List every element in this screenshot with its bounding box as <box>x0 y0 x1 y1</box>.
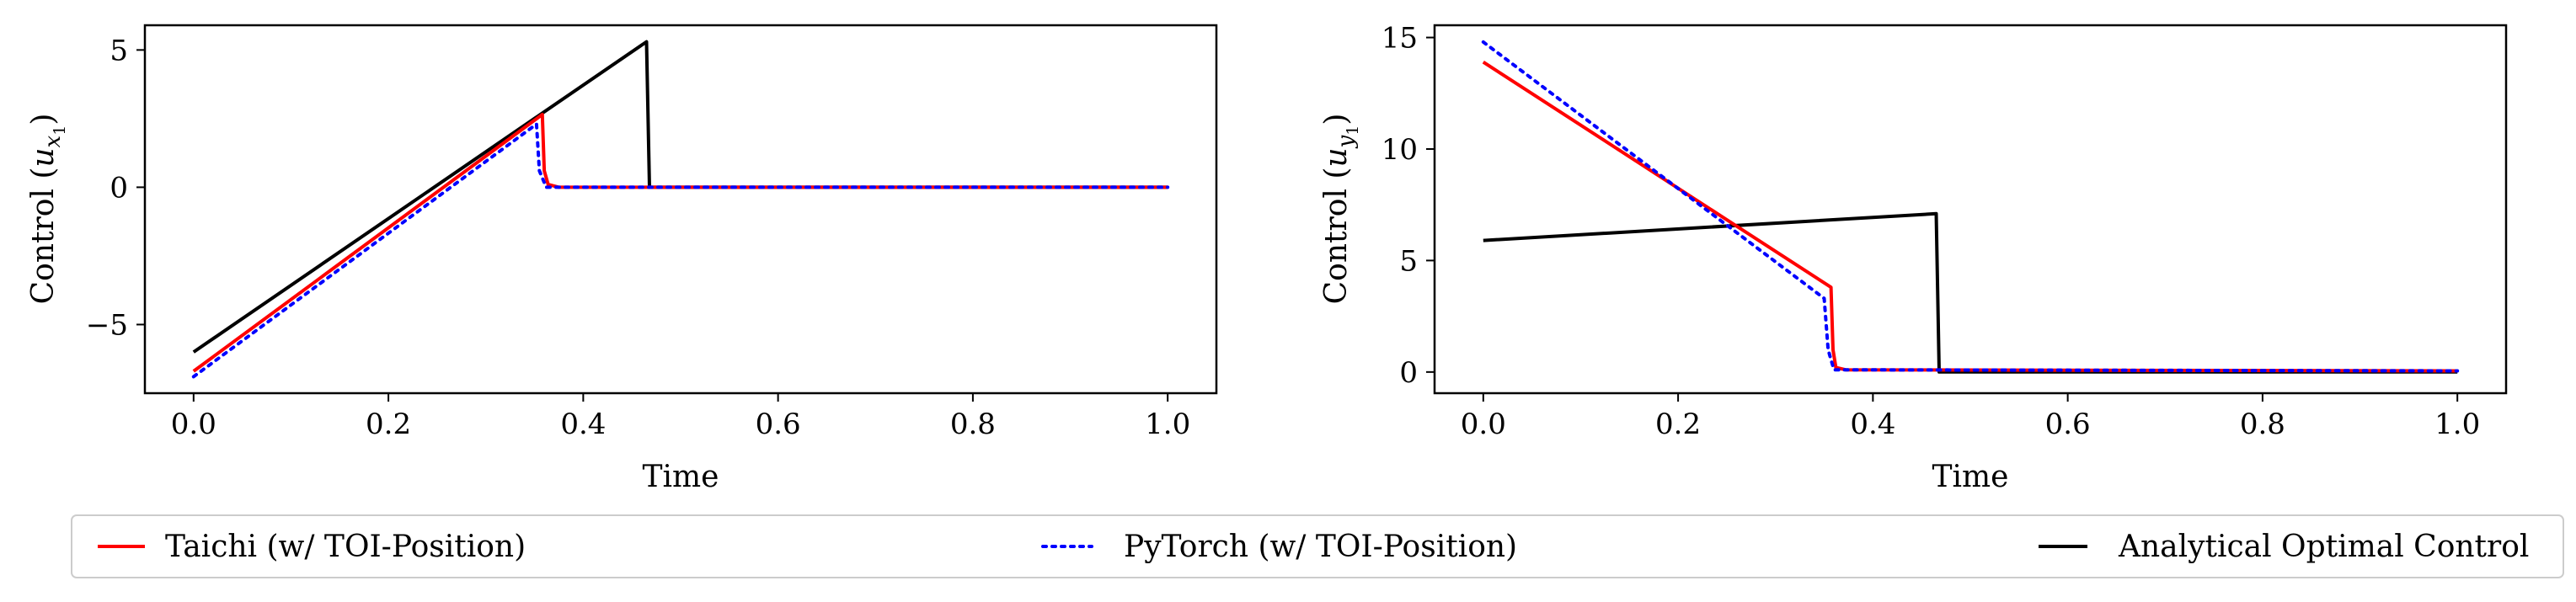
x-tick-label: 0.4 <box>560 408 606 441</box>
y-tick-label: 5 <box>110 34 128 67</box>
y-tick-label: 5 <box>1399 244 1418 278</box>
x-axis-label: Time <box>1932 460 2009 494</box>
x-tick-label: 0.8 <box>2240 408 2285 441</box>
chart-panel-uy1: 0.0 0.2 0.4 0.6 0.8 1.0 0 5 10 15 Time Control (u… <box>1319 22 2508 494</box>
x-axis-label: Time <box>643 460 719 494</box>
y-tick-label: 0 <box>1399 356 1418 390</box>
series-line-pytorch-w-toi-position <box>191 122 1170 379</box>
legend: Taichi (w/ TOI-Position) PyTorch (w/ TOI… <box>71 514 2564 578</box>
x-tick-label: 0.4 <box>1850 408 1895 441</box>
axis-ticks: 0.0 0.2 0.4 0.6 0.8 1.0 −5 0 5 <box>86 34 1190 441</box>
x-tick-label: 0.2 <box>366 408 411 441</box>
legend-item-analytical: Analytical Optimal Control <box>2039 530 2529 564</box>
legend-label: PyTorch (w/ TOI-Position) <box>1124 530 1517 564</box>
series-line-pytorch-w-toi-position <box>1481 40 2460 373</box>
chart-panel-ux1: 0.0 0.2 0.4 0.6 0.8 1.0 −5 0 5 Time Control (ux1… <box>26 24 1218 494</box>
x-tick-label: 0.0 <box>171 408 216 441</box>
legend-label: Analytical Optimal Control <box>2118 530 2529 564</box>
y-axis-label: Control (uy1) <box>1319 114 1362 305</box>
legend-label: Taichi (w/ TOI-Position) <box>165 530 526 564</box>
series-layer <box>191 40 1170 379</box>
y-tick-label: 15 <box>1382 22 1418 56</box>
axis-ticks: 0.0 0.2 0.4 0.6 0.8 1.0 0 5 10 15 <box>1382 22 2480 441</box>
series-layer <box>1481 40 2460 374</box>
x-tick-label: 0.6 <box>2045 408 2091 441</box>
x-tick-label: 0.8 <box>950 408 996 441</box>
legend-box <box>71 514 2564 578</box>
x-tick-label: 1.0 <box>1145 408 1190 441</box>
x-tick-label: 1.0 <box>2434 408 2480 441</box>
plot-frame <box>1433 24 2508 395</box>
y-tick-label: 10 <box>1382 133 1418 167</box>
x-tick-label: 0.0 <box>1461 408 1506 441</box>
y-axis-label: Control (ux1) <box>26 114 69 305</box>
legend-item-pytorch: PyTorch (w/ TOI-Position) <box>1041 530 1517 564</box>
plot-frame <box>143 24 1218 395</box>
x-tick-label: 0.2 <box>1655 408 1701 441</box>
y-tick-label: −5 <box>86 308 128 342</box>
legend-item-taichi: Taichi (w/ TOI-Position) <box>98 530 526 564</box>
y-tick-label: 0 <box>110 171 128 205</box>
x-tick-label: 0.6 <box>756 408 801 441</box>
